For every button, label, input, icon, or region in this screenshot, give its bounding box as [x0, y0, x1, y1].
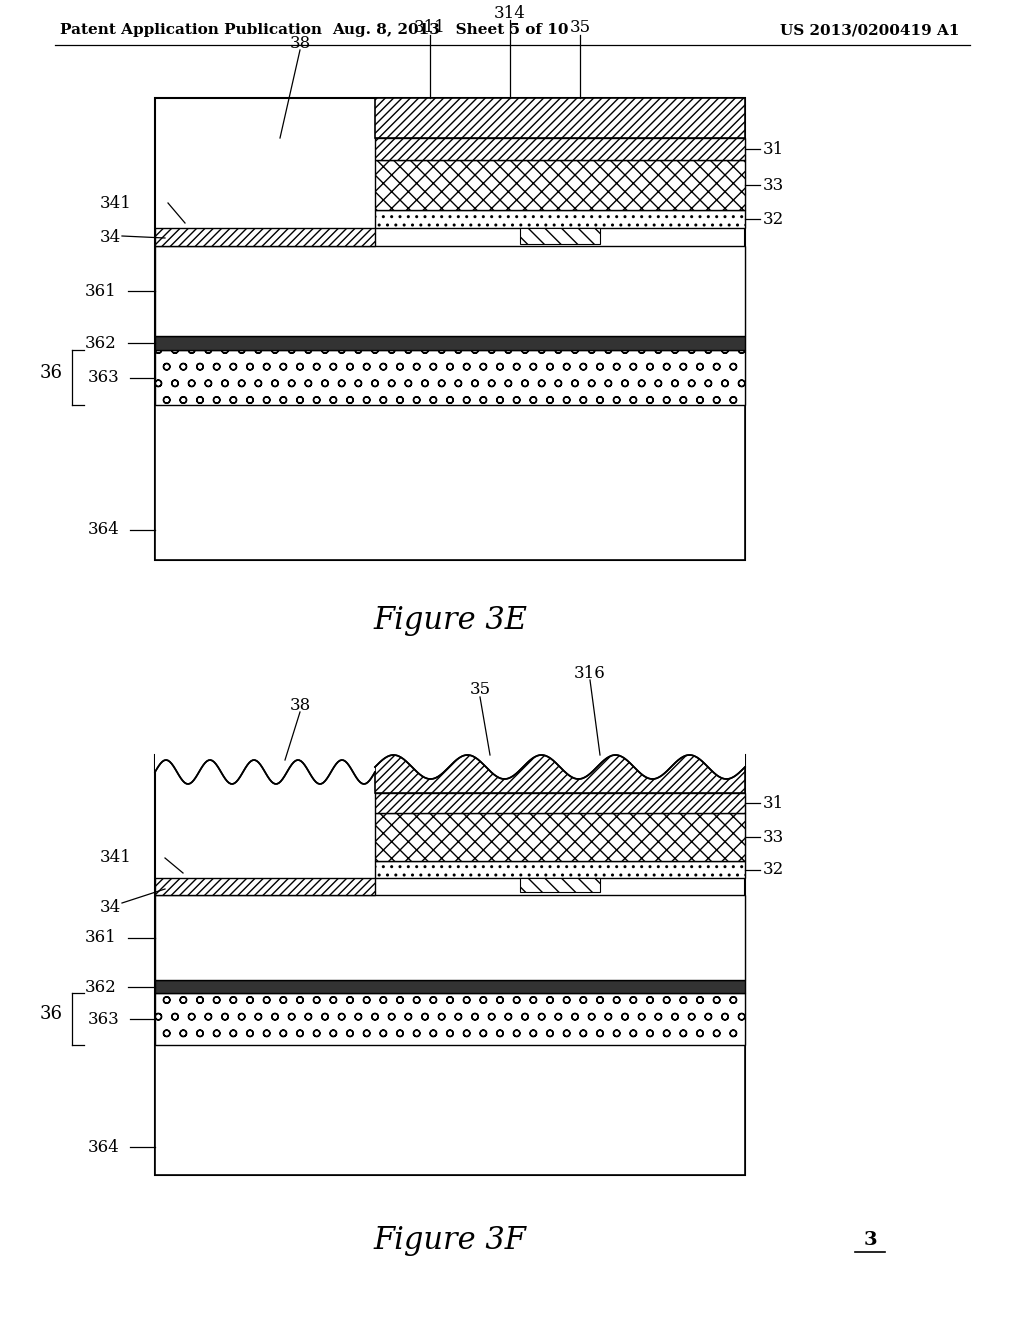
Text: 38: 38: [290, 34, 310, 51]
Text: US 2013/0200419 A1: US 2013/0200419 A1: [780, 22, 961, 37]
Text: 364: 364: [88, 1138, 120, 1155]
Text: 314: 314: [494, 4, 526, 21]
Bar: [375, 139, 745, 160]
Text: 361: 361: [85, 282, 117, 300]
Bar: [375, 98, 745, 139]
Text: Aug. 8, 2013   Sheet 5 of 10: Aug. 8, 2013 Sheet 5 of 10: [332, 22, 568, 37]
Polygon shape: [375, 705, 745, 779]
Bar: [155, 228, 375, 246]
Text: Figure 3E: Figure 3E: [373, 605, 527, 635]
Text: 362: 362: [85, 978, 117, 995]
Bar: [375, 813, 745, 861]
Bar: [155, 895, 745, 979]
Text: 31: 31: [763, 795, 784, 812]
Text: 31: 31: [763, 140, 784, 157]
Bar: [375, 793, 745, 813]
Text: 363: 363: [88, 370, 120, 387]
Bar: [155, 979, 745, 993]
Bar: [375, 210, 745, 228]
Text: 362: 362: [85, 334, 117, 351]
Text: 341: 341: [100, 194, 132, 211]
Text: 32: 32: [763, 862, 784, 879]
Text: 361: 361: [85, 929, 117, 946]
Text: 33: 33: [763, 829, 784, 846]
Text: 35: 35: [469, 681, 490, 698]
Bar: [155, 755, 745, 1175]
Text: Figure 3F: Figure 3F: [374, 1225, 526, 1255]
Bar: [375, 160, 745, 210]
Text: 33: 33: [763, 177, 784, 194]
Bar: [155, 98, 745, 560]
Bar: [155, 350, 745, 405]
Text: 36: 36: [40, 364, 63, 381]
Text: 36: 36: [40, 1005, 63, 1023]
Bar: [155, 246, 745, 337]
Text: 311: 311: [414, 20, 445, 37]
Bar: [520, 228, 600, 244]
Bar: [155, 1045, 745, 1175]
Bar: [375, 861, 745, 878]
Text: 364: 364: [88, 521, 120, 539]
Bar: [155, 337, 745, 350]
Bar: [155, 405, 745, 560]
Text: 34: 34: [100, 230, 121, 247]
Text: 3: 3: [863, 1232, 877, 1249]
Bar: [520, 878, 600, 892]
Text: 34: 34: [100, 899, 121, 916]
Bar: [155, 878, 375, 895]
Text: 32: 32: [763, 210, 784, 227]
Polygon shape: [155, 705, 375, 784]
Text: Patent Application Publication: Patent Application Publication: [60, 22, 322, 37]
Text: 38: 38: [290, 697, 310, 714]
Bar: [155, 993, 745, 1045]
Bar: [375, 755, 745, 793]
Text: 363: 363: [88, 1011, 120, 1027]
Text: 35: 35: [569, 20, 591, 37]
Text: 316: 316: [574, 664, 606, 681]
Text: 341: 341: [100, 850, 132, 866]
